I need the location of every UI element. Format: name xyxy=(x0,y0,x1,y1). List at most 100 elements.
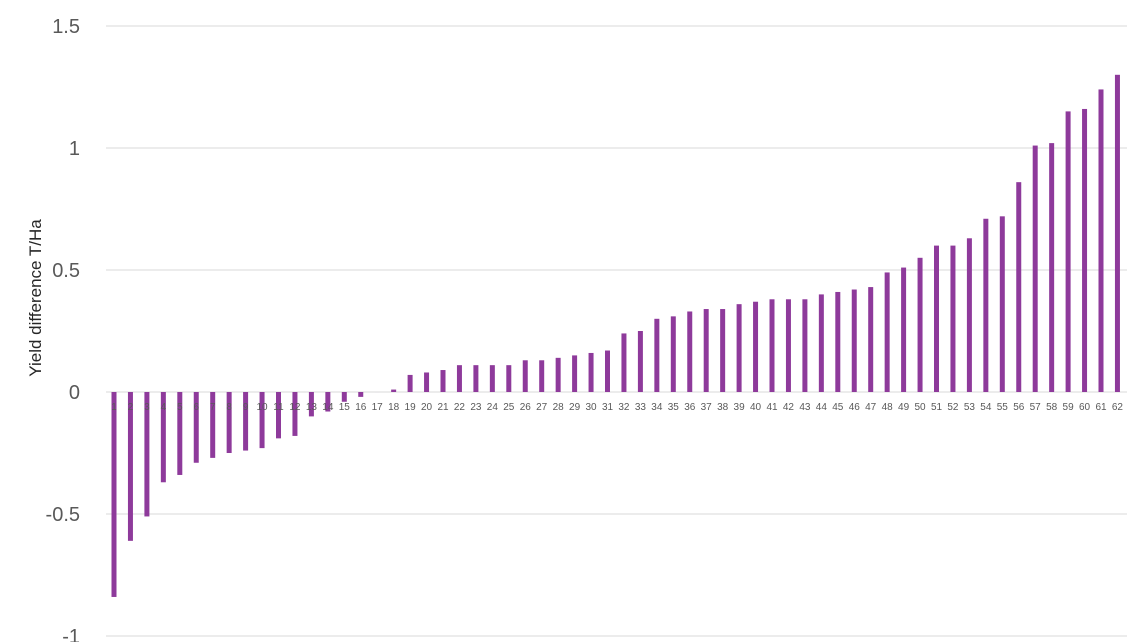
x-tick-label: 52 xyxy=(947,402,959,413)
x-tick-label: 41 xyxy=(766,402,778,413)
bar xyxy=(769,299,775,392)
y-tick-label: 1 xyxy=(69,138,80,160)
x-tick-label: 42 xyxy=(783,402,795,413)
bar xyxy=(670,316,676,392)
bar xyxy=(177,392,183,475)
bar xyxy=(802,299,808,392)
x-tick-label: 36 xyxy=(684,402,696,413)
bar xyxy=(588,352,594,392)
x-tick-label: 38 xyxy=(717,402,729,413)
bar xyxy=(210,392,216,458)
x-tick-label: 62 xyxy=(1112,402,1124,413)
x-tick-label: 16 xyxy=(355,402,367,413)
x-tick-label: 11 xyxy=(273,402,284,413)
x-tick-label: 37 xyxy=(701,402,713,413)
x-tick-label: 9 xyxy=(243,402,249,413)
x-tick-label: 5 xyxy=(177,402,183,413)
bar xyxy=(1082,108,1088,393)
x-tick-label: 43 xyxy=(799,402,811,413)
x-tick-label: 44 xyxy=(816,402,828,413)
x-tick-label: 25 xyxy=(503,402,515,413)
bar xyxy=(999,216,1005,392)
bars xyxy=(111,74,1120,597)
x-tick-label: 12 xyxy=(289,402,301,413)
x-tick-label: 15 xyxy=(339,402,351,413)
bar xyxy=(687,311,693,392)
bar xyxy=(358,392,364,397)
x-tick-label: 6 xyxy=(193,402,199,413)
bar xyxy=(818,294,824,392)
x-tick-label: 20 xyxy=(421,402,433,413)
bar xyxy=(243,392,249,451)
x-tick-label: 23 xyxy=(470,402,482,413)
bar xyxy=(341,392,347,402)
x-tick-label: 56 xyxy=(1013,402,1025,413)
bar xyxy=(605,350,610,392)
bar xyxy=(539,360,545,392)
bar xyxy=(917,257,923,392)
bar xyxy=(1065,111,1071,393)
x-tick-label: 1 xyxy=(111,402,117,413)
bar xyxy=(391,389,397,392)
bar xyxy=(522,360,528,392)
bar xyxy=(703,309,709,392)
bar xyxy=(325,392,331,412)
x-tick-label: 40 xyxy=(750,402,762,413)
y-tick-label: 0 xyxy=(69,382,80,404)
bar xyxy=(1114,74,1120,393)
x-tick-label: 45 xyxy=(832,402,844,413)
bar xyxy=(621,333,627,392)
bar xyxy=(835,291,841,392)
bar xyxy=(456,365,462,392)
x-axis-ticks: 1 2 3 4 5 6 7 8 9 10 11 12 13 14 15 16 17 18 19 20 21 22 23 24 2… xyxy=(111,402,1123,413)
x-tick-label: 8 xyxy=(226,402,232,413)
y-tick-label: 1.5 xyxy=(52,16,80,38)
x-tick-label: 3 xyxy=(144,402,150,413)
bar xyxy=(111,392,117,597)
x-tick-label: 55 xyxy=(997,402,1009,413)
bar xyxy=(1032,145,1038,392)
x-tick-label: 13 xyxy=(306,402,318,413)
x-tick-label: 17 xyxy=(372,402,384,413)
x-tick-label: 39 xyxy=(734,402,746,413)
x-tick-label: 60 xyxy=(1079,402,1091,413)
bar xyxy=(276,392,281,439)
bar xyxy=(144,392,150,517)
x-tick-label: 22 xyxy=(454,402,466,413)
bar xyxy=(572,355,578,392)
bar xyxy=(753,301,759,392)
bar xyxy=(950,245,956,392)
bar xyxy=(193,392,199,463)
x-tick-label: 58 xyxy=(1046,402,1058,413)
x-tick-label: 47 xyxy=(865,402,877,413)
x-tick-label: 59 xyxy=(1063,402,1075,413)
bar xyxy=(407,374,413,392)
y-axis-ticks: 1.5 1 0.5 0 -0.5 -1 xyxy=(46,16,80,642)
x-tick-label: 35 xyxy=(668,402,680,413)
x-tick-label: 19 xyxy=(405,402,417,413)
x-tick-label: 26 xyxy=(520,402,532,413)
bar xyxy=(1098,89,1104,392)
x-tick-label: 24 xyxy=(487,402,499,413)
y-tick-label: -0.5 xyxy=(46,504,80,526)
x-tick-label: 27 xyxy=(536,402,548,413)
x-tick-label: 2 xyxy=(128,402,134,413)
x-tick-label: 4 xyxy=(161,402,167,413)
x-tick-label: 46 xyxy=(849,402,861,413)
x-tick-label: 49 xyxy=(898,402,910,413)
x-tick-label: 48 xyxy=(882,402,894,413)
bar xyxy=(440,370,446,392)
x-tick-label: 57 xyxy=(1030,402,1042,413)
x-tick-label: 54 xyxy=(980,402,992,413)
y-tick-label: 0.5 xyxy=(52,260,80,282)
bar xyxy=(983,218,989,392)
bar xyxy=(226,392,232,453)
y-tick-label: -1 xyxy=(62,626,80,642)
x-tick-label: 32 xyxy=(618,402,630,413)
x-tick-label: 14 xyxy=(322,402,334,413)
x-tick-label: 21 xyxy=(437,402,449,413)
bar xyxy=(259,392,265,449)
bar xyxy=(292,392,298,436)
